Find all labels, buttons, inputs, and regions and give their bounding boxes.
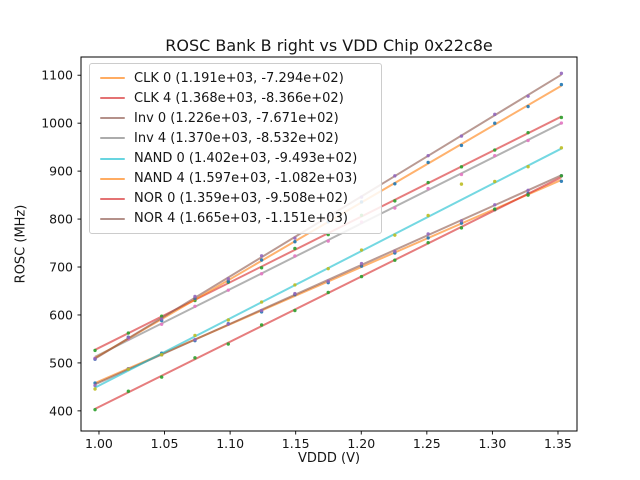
y-tick-label: 800 — [49, 212, 73, 227]
y-tick-label: 1000 — [41, 116, 73, 131]
legend-item-label: NAND 0 (1.402e+03, -9.493e+02) — [134, 151, 358, 167]
legend-line-swatch — [100, 117, 125, 120]
y-tick-label: 500 — [49, 355, 73, 370]
y-tick-label: 1100 — [41, 68, 73, 83]
chart-title: ROSC Bank B right vs VDD Chip 0x22c8e — [165, 36, 493, 55]
legend-item-label: Inv 4 (1.370e+03, -8.532e+02) — [134, 130, 339, 146]
y-tick-label: 900 — [49, 164, 73, 179]
legend-line-swatch — [100, 197, 125, 200]
y-tick-label: 600 — [49, 307, 73, 322]
legend-item: Inv 4 (1.370e+03, -8.532e+02) — [100, 128, 377, 148]
axes-frame — [80, 56, 578, 432]
legend-item: NAND 4 (1.597e+03, -1.082e+03) — [100, 169, 377, 189]
legend-item: NAND 0 (1.402e+03, -9.493e+02) — [100, 149, 377, 169]
legend: CLK 0 (1.191e+03, -7.294e+02) CLK 4 (1.36… — [89, 63, 382, 234]
legend-item-label: CLK 0 (1.191e+03, -7.294e+02) — [134, 70, 344, 86]
x-tick-label: 1.00 — [85, 436, 113, 451]
data-points — [93, 146, 564, 391]
x-tick-label: 1.05 — [151, 436, 179, 451]
legend-item: CLK 0 (1.191e+03, -7.294e+02) — [100, 68, 377, 88]
legend-item-label: NOR 4 (1.665e+03, -1.151e+03) — [134, 211, 348, 227]
legend-line-swatch — [100, 77, 125, 80]
legend-item-label: CLK 4 (1.368e+03, -8.366e+02) — [134, 90, 344, 106]
legend-item: CLK 4 (1.368e+03, -8.366e+02) — [100, 88, 377, 108]
series-inv-0 — [93, 174, 564, 388]
x-tick-label: 1.10 — [216, 436, 244, 451]
legend-item: NOR 0 (1.359e+03, -9.508e+02) — [100, 189, 377, 209]
legend-item: NOR 4 (1.665e+03, -1.151e+03) — [100, 209, 377, 229]
legend-line-swatch — [100, 137, 125, 140]
series-nor-0 — [93, 174, 564, 412]
y-tick-label: 400 — [49, 403, 73, 418]
legend-item: Inv 0 (1.226e+03, -7.671e+02) — [100, 108, 377, 128]
x-tick-label: 1.35 — [544, 436, 572, 451]
x-axis-label: VDDD (V) — [297, 451, 361, 466]
legend-item-label: NAND 4 (1.597e+03, -1.082e+03) — [134, 171, 358, 187]
series-nand-0 — [93, 146, 564, 391]
x-tick-label: 1.15 — [282, 436, 310, 451]
data-points — [93, 174, 564, 412]
x-tick-label: 1.30 — [478, 436, 506, 451]
x-tick-label: 1.25 — [413, 436, 441, 451]
legend-line-swatch — [100, 217, 125, 220]
legend-line-swatch — [100, 157, 125, 160]
legend-item-label: Inv 0 (1.226e+03, -7.671e+02) — [134, 110, 339, 126]
y-tick-label: 700 — [49, 260, 73, 275]
legend-item-label: NOR 0 (1.359e+03, -9.508e+02) — [134, 191, 348, 207]
legend-line-swatch — [100, 97, 125, 100]
legend-line-swatch — [100, 177, 125, 180]
x-tick-label: 1.20 — [347, 436, 375, 451]
